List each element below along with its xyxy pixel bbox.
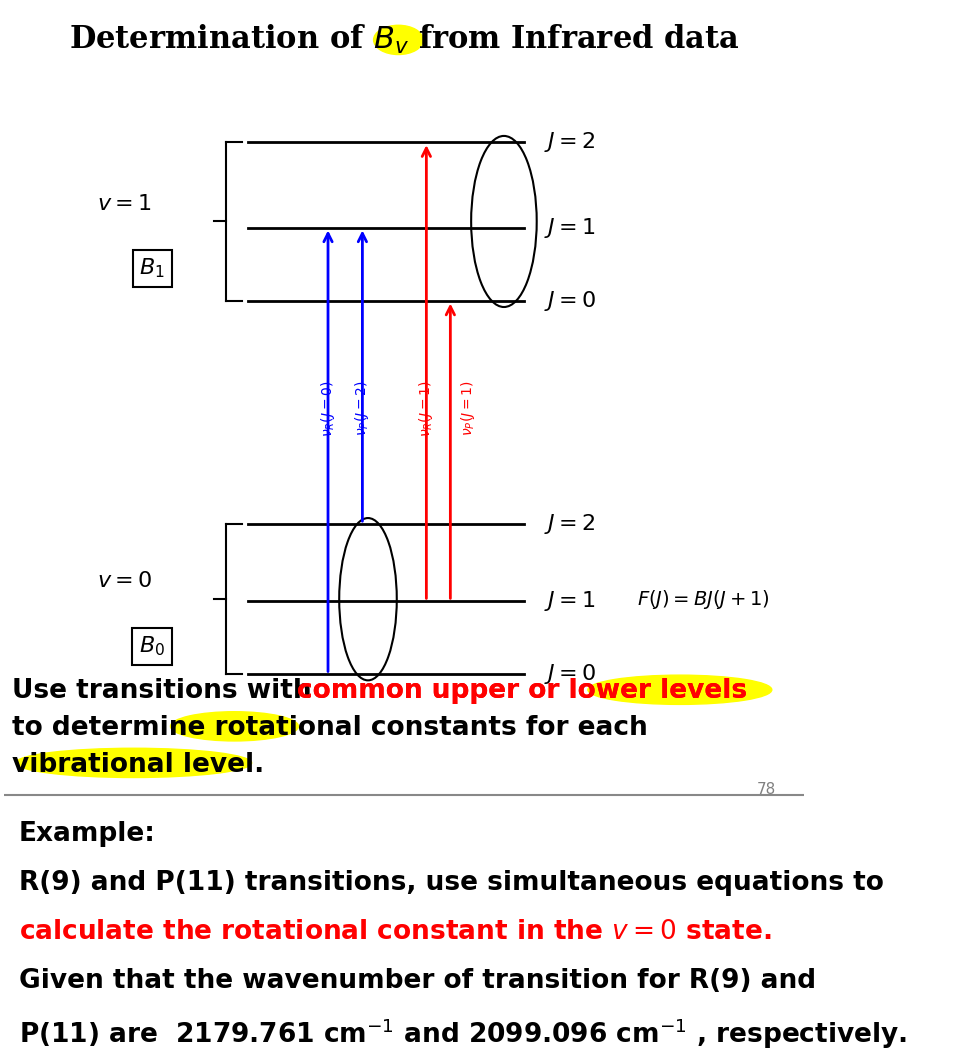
Ellipse shape: [456, 1012, 551, 1040]
Ellipse shape: [170, 712, 299, 741]
Text: $J=1$: $J=1$: [544, 215, 595, 239]
Ellipse shape: [587, 675, 771, 705]
Text: Given that the wavenumber of transition for R(9) and: Given that the wavenumber of transition …: [18, 967, 816, 994]
Text: Determination of $\boldsymbol{B_v}$ from Infrared data: Determination of $\boldsymbol{B_v}$ from…: [68, 23, 740, 57]
Text: Use transitions with: Use transitions with: [13, 678, 321, 705]
Text: $F(J) = BJ(J + 1)$: $F(J) = BJ(J + 1)$: [638, 588, 770, 611]
Text: $J=0$: $J=0$: [544, 663, 596, 687]
Ellipse shape: [193, 1012, 287, 1040]
Text: $\nu_P(J=2)$: $\nu_P(J=2)$: [353, 381, 372, 437]
Text: R(9) and P(11) transitions, use simultaneous equations to: R(9) and P(11) transitions, use simultan…: [18, 870, 883, 896]
Ellipse shape: [15, 748, 251, 778]
Text: $J=2$: $J=2$: [544, 512, 595, 536]
Text: calculate the rotational constant in the $v = 0$ state.: calculate the rotational constant in the…: [18, 919, 771, 945]
Text: 78: 78: [757, 782, 776, 797]
Text: $\nu_R(J=0)$: $\nu_R(J=0)$: [319, 381, 337, 437]
Ellipse shape: [14, 1012, 66, 1040]
Ellipse shape: [151, 963, 286, 991]
Ellipse shape: [94, 866, 149, 894]
Text: $v = 0$: $v = 0$: [97, 571, 152, 592]
Text: vibrational level.: vibrational level.: [13, 751, 265, 778]
Ellipse shape: [374, 25, 423, 55]
Text: common upper or lower levels: common upper or lower levels: [297, 678, 747, 705]
Text: to determine rotational constants for each: to determine rotational constants for ea…: [13, 715, 648, 741]
Text: $J=1$: $J=1$: [544, 590, 595, 613]
Text: common upper or lower levels: common upper or lower levels: [297, 678, 747, 705]
Ellipse shape: [436, 915, 724, 942]
Ellipse shape: [13, 866, 60, 894]
Text: $J=2$: $J=2$: [544, 130, 595, 154]
Text: $v = 1$: $v = 1$: [97, 193, 152, 214]
Text: $B_1$: $B_1$: [140, 256, 165, 281]
Text: $B_0$: $B_0$: [139, 634, 165, 658]
Text: Example:: Example:: [18, 822, 155, 847]
Text: $J=0$: $J=0$: [544, 289, 596, 312]
Text: P(11) are  2179.761 cm$^{-1}$ and 2099.096 cm$^{-1}$ , respectively.: P(11) are 2179.761 cm$^{-1}$ and 2099.09…: [18, 1016, 906, 1051]
Text: $\nu_P(J=1)$: $\nu_P(J=1)$: [459, 381, 477, 437]
Text: $\nu_R(J=1)$: $\nu_R(J=1)$: [417, 381, 435, 437]
